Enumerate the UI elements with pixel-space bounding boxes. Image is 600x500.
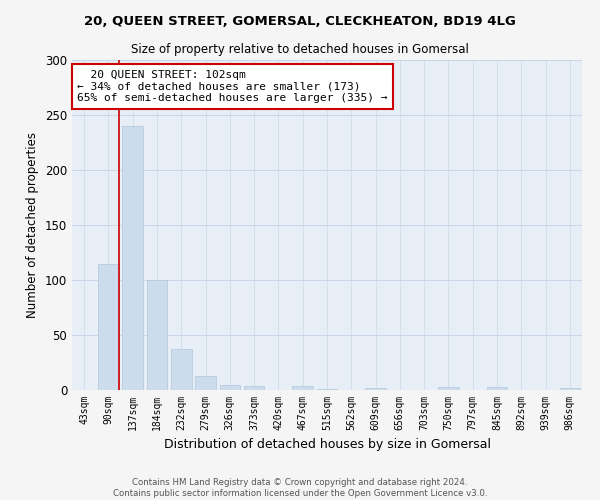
Bar <box>122 126 143 390</box>
X-axis label: Distribution of detached houses by size in Gomersal: Distribution of detached houses by size … <box>163 438 491 452</box>
Bar <box>220 384 240 390</box>
Bar <box>195 376 216 390</box>
Y-axis label: Number of detached properties: Number of detached properties <box>26 132 40 318</box>
Bar <box>317 389 337 390</box>
Bar <box>244 386 265 390</box>
Bar <box>98 264 119 390</box>
Bar <box>171 350 191 390</box>
Bar <box>292 386 313 390</box>
Text: Size of property relative to detached houses in Gomersal: Size of property relative to detached ho… <box>131 42 469 56</box>
Bar <box>438 386 459 390</box>
Bar <box>146 280 167 390</box>
Bar <box>365 388 386 390</box>
Bar <box>560 388 580 390</box>
Text: Contains HM Land Registry data © Crown copyright and database right 2024.
Contai: Contains HM Land Registry data © Crown c… <box>113 478 487 498</box>
Bar <box>487 386 508 390</box>
Text: 20, QUEEN STREET, GOMERSAL, CLECKHEATON, BD19 4LG: 20, QUEEN STREET, GOMERSAL, CLECKHEATON,… <box>84 15 516 28</box>
Text: 20 QUEEN STREET: 102sqm
← 34% of detached houses are smaller (173)
65% of semi-d: 20 QUEEN STREET: 102sqm ← 34% of detache… <box>77 70 388 103</box>
